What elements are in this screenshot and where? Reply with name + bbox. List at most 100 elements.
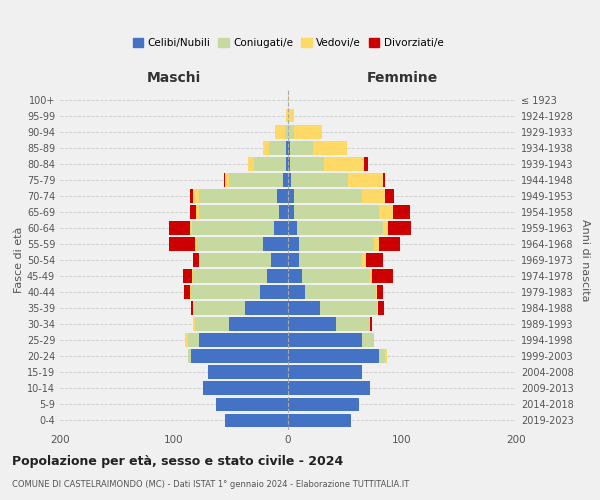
Bar [229,318,288,331]
Text: Maschi: Maschi [147,71,201,85]
Bar [188,334,199,347]
Bar [199,205,279,218]
Bar [385,350,387,363]
Bar [373,269,393,283]
Bar [385,189,394,202]
Bar [362,189,385,202]
Bar [185,334,188,347]
Bar [254,157,286,170]
Bar [275,125,284,138]
Bar [288,253,299,267]
Bar [288,398,359,411]
Bar [370,269,373,283]
Bar [226,173,229,186]
Bar [362,334,373,347]
Bar [193,189,199,202]
Bar [190,189,193,202]
Bar [216,398,288,411]
Bar [191,302,193,315]
Y-axis label: Fasce di età: Fasce di età [14,227,24,293]
Bar [288,286,305,299]
Bar [203,382,288,395]
Bar [188,350,191,363]
Bar [193,318,194,331]
Bar [191,286,260,299]
Legend: Celibi/Nubili, Coniugati/e, Vedovi/e, Divorziati/e: Celibi/Nubili, Coniugati/e, Vedovi/e, Di… [128,34,448,52]
Bar [302,269,370,283]
Bar [325,157,364,170]
Bar [169,237,194,251]
Bar [313,141,347,154]
Bar [305,286,376,299]
Bar [294,189,362,202]
Bar [288,141,290,154]
Bar [294,205,379,218]
Bar [349,173,383,186]
Text: Popolazione per età, sesso e stato civile - 2024: Popolazione per età, sesso e stato civil… [12,455,343,468]
Bar [288,414,350,427]
Bar [288,205,294,218]
Bar [248,157,254,170]
Bar [260,286,288,299]
Bar [290,157,325,170]
Bar [377,302,378,315]
Bar [379,237,400,251]
Bar [263,237,288,251]
Bar [288,350,379,363]
Text: Femmine: Femmine [367,71,437,85]
Bar [192,269,193,283]
Bar [229,173,283,186]
Bar [288,189,294,202]
Bar [193,253,199,267]
Bar [169,221,190,234]
Bar [200,253,271,267]
Bar [320,302,377,315]
Bar [288,269,302,283]
Bar [184,286,190,299]
Text: COMUNE DI CASTELRAIMONDO (MC) - Dati ISTAT 1° gennaio 2024 - Elaborazione TUTTIT: COMUNE DI CASTELRAIMONDO (MC) - Dati IST… [12,480,409,489]
Bar [226,414,288,427]
Bar [183,269,192,283]
Bar [378,302,384,315]
Bar [288,93,289,106]
Bar [288,237,299,251]
Bar [370,318,373,331]
Bar [365,253,383,267]
Bar [288,125,294,138]
Bar [290,141,313,154]
Bar [194,237,197,251]
Bar [288,221,297,234]
Bar [288,157,290,170]
Bar [194,318,229,331]
Bar [286,109,288,122]
Bar [373,237,379,251]
Bar [288,173,292,186]
Bar [279,205,288,218]
Bar [379,205,393,218]
Bar [190,286,191,299]
Bar [263,141,269,154]
Bar [297,221,383,234]
Bar [383,173,385,186]
Bar [383,221,388,234]
Bar [191,350,288,363]
Bar [288,302,320,315]
Bar [190,205,196,218]
Y-axis label: Anni di nascita: Anni di nascita [580,219,590,301]
Bar [377,286,383,299]
Bar [199,334,288,347]
Bar [190,221,192,234]
Bar [268,269,288,283]
Bar [336,318,370,331]
Bar [192,221,274,234]
Bar [292,173,349,186]
Bar [284,125,288,138]
Bar [286,157,288,170]
Bar [288,318,336,331]
Bar [288,334,362,347]
Bar [274,221,288,234]
Bar [193,302,245,315]
Bar [362,253,365,267]
Bar [224,173,226,186]
Bar [388,221,411,234]
